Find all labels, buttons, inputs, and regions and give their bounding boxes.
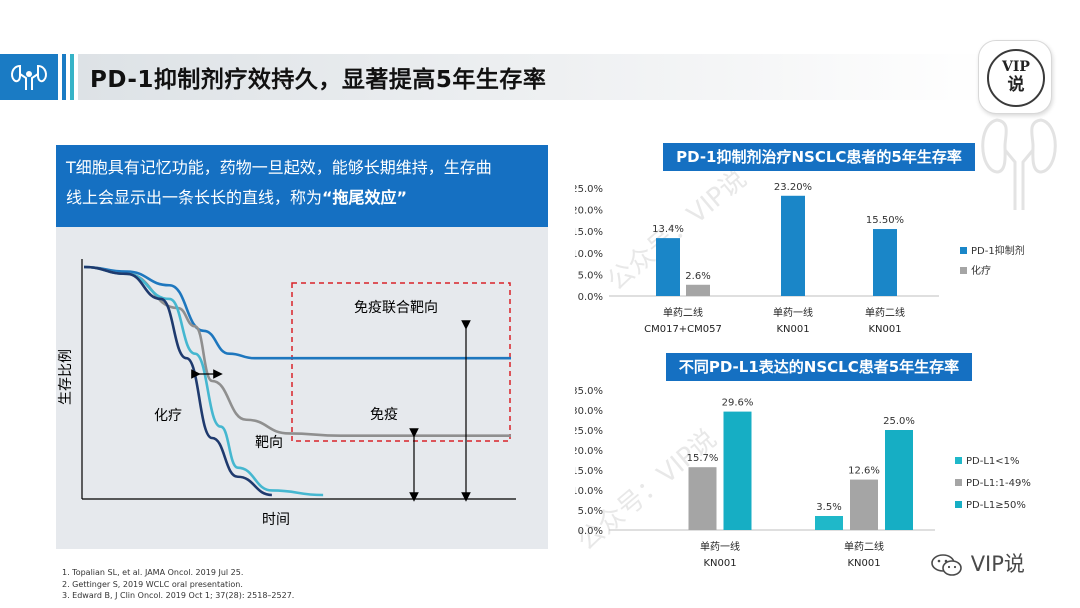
vip-badge: VIP 说 (978, 40, 1052, 114)
reference-item: 2. Gettinger S, 2019 WCLC oral presentat… (62, 579, 243, 589)
reference-item: 3. Edward B, J Clin Oncol. 2019 Oct 1; 3… (62, 591, 295, 600)
bar-value-label: 25.0% (883, 416, 915, 427)
bar-0-0 (656, 238, 680, 296)
wechat-icon (931, 554, 962, 576)
logo (0, 54, 58, 100)
bar-value-label: 12.6% (848, 466, 880, 477)
y-tick-label: 35.0% (575, 386, 603, 397)
callout-highlight: “拖尾效应” (322, 188, 408, 207)
legend-label: 化疗 (971, 264, 991, 277)
category-label: 单药二线 (865, 306, 905, 319)
category-label: KN001 (703, 558, 736, 569)
title-accent-strip-2 (70, 54, 74, 100)
annotation-immuno-targeted: 免疫联合靶向 (354, 300, 438, 316)
legend-swatch (955, 501, 962, 508)
callout-line1: T细胞具有记忆功能，药物一旦起效，能够长期维持，生存曲 (66, 158, 492, 177)
highlight-dashed-box (291, 282, 511, 442)
curve-series-2 (83, 265, 324, 497)
bar-0-1 (815, 516, 843, 530)
y-axis-label: 生存比例 (58, 349, 74, 405)
legend-label: PD-L1<1% (966, 456, 1020, 467)
bar-1-0 (686, 284, 710, 296)
category-label: 单药二线 (663, 306, 703, 319)
page-title: PD-1抑制剂疗效持久，显著提高5年生存率 (90, 67, 547, 93)
curve-series-0 (83, 265, 511, 360)
bar-2-1 (885, 430, 913, 530)
y-tick-label: 5.0% (578, 270, 603, 281)
watermark-bottom-text: VIP说 (970, 552, 1025, 576)
category-label: CM017+CM057 (644, 324, 722, 335)
legend-label: PD-1抑制剂 (971, 244, 1025, 257)
kidney-outline-icon (981, 118, 1057, 210)
kidney-logo-icon (11, 64, 47, 90)
survival-bar-chart-1: 0.0% 5.0% 10.0% 15.0% 20.0% 25.0% 13.4% 2.6% 单药二… (575, 182, 1025, 335)
vip-badge-line2: 说 (1007, 75, 1025, 95)
bar-value-label: 3.5% (816, 502, 841, 513)
callout-line2: 线上会显示出一条长长的直线，称为“拖尾效应” (66, 183, 540, 213)
legend-label: PD-L1:1-49% (966, 478, 1031, 489)
bar-0-2 (873, 229, 897, 296)
watermark-bottom: VIP说 (930, 548, 1025, 578)
callout-box: T细胞具有记忆功能，药物一旦起效，能够长期维持，生存曲 线上会显示出一条长长的直… (56, 145, 548, 227)
annotation-targeted: 靶向 (255, 435, 283, 451)
bar-value-label: 23.20% (774, 182, 812, 193)
bar-value-label: 13.4% (652, 224, 684, 235)
survival-curve-panel: 生存比例 时间 免疫联合靶向 免疫 靶向 化疗 (56, 227, 548, 549)
x-axis-label: 时间 (262, 512, 290, 528)
survival-bar-chart-2: 0.0% 5.0% 10.0% 15.0% 20.0% 25.0% 30.0% 35.0% 15… (575, 386, 1031, 569)
bar-1-0 (688, 467, 717, 530)
category-label: KN001 (847, 558, 880, 569)
bar-value-label: 2.6% (685, 271, 710, 282)
category-label: 单药二线 (844, 540, 884, 553)
curve-series-3 (83, 265, 273, 497)
category-label: KN001 (776, 324, 809, 335)
survival-curve-chart: 生存比例 时间 免疫联合靶向 免疫 靶向 化疗 (58, 259, 516, 528)
legend-swatch (960, 267, 967, 274)
y-tick-label: 25.0% (575, 184, 603, 195)
y-tick-label: 5.0% (578, 506, 603, 517)
title-bar (78, 54, 990, 100)
legend-swatch (955, 479, 962, 486)
annotation-immuno: 免疫 (370, 407, 398, 423)
vip-badge-circle: VIP 说 (987, 49, 1045, 107)
y-tick-label: 15.0% (575, 227, 603, 238)
legend-swatch (955, 457, 962, 464)
callout-line2-prefix: 线上会显示出一条长长的直线，称为 (66, 188, 323, 207)
bar-value-label: 15.7% (687, 453, 719, 464)
category-label: 单药一线 (700, 540, 740, 553)
y-tick-label: 10.0% (575, 486, 603, 497)
reference-item: 1. Topalian SL, et al. JAMA Oncol. 2019 … (62, 568, 244, 577)
references: 1. Topalian SL, et al. JAMA Oncol. 2019 … (62, 567, 294, 602)
chart2-title: 不同PD-L1表达的NSCLC患者5年生存率 (666, 353, 972, 381)
y-tick-label: 0.0% (578, 292, 603, 303)
vip-badge-line1: VIP (1002, 59, 1030, 75)
y-tick-label: 30.0% (575, 406, 603, 417)
bar-1-1 (850, 479, 878, 530)
bar-value-label: 29.6% (722, 398, 754, 409)
bar-0-1 (781, 195, 805, 296)
y-tick-label: 10.0% (575, 249, 603, 260)
legend-label: PD-L1≥50% (966, 500, 1026, 511)
chart1-title: PD-1抑制剂治疗NSCLC患者的5年生存率 (663, 143, 975, 171)
y-tick-label: 20.0% (575, 446, 603, 457)
y-tick-label: 25.0% (575, 426, 603, 437)
category-label: KN001 (868, 324, 901, 335)
y-tick-label: 20.0% (575, 206, 603, 217)
title-accent-strip (62, 54, 66, 100)
annotation-chemo: 化疗 (154, 408, 182, 424)
category-label: 单药一线 (773, 306, 813, 319)
bar-value-label: 15.50% (866, 215, 904, 226)
y-tick-label: 15.0% (575, 466, 603, 477)
legend-swatch (960, 247, 967, 254)
bar-2-0 (723, 411, 752, 530)
y-tick-label: 0.0% (578, 526, 603, 537)
